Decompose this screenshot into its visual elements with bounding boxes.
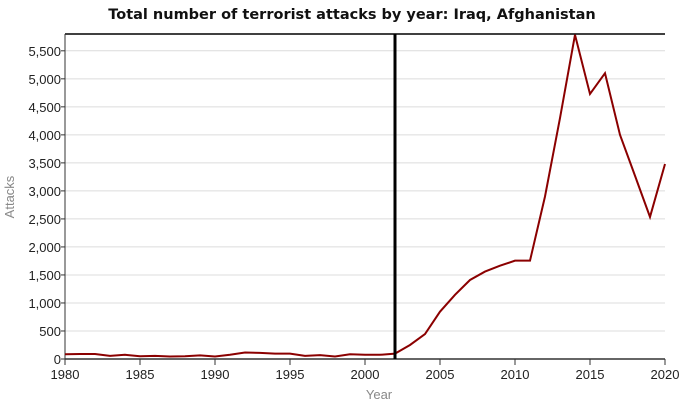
chart-title: Total number of terrorist attacks by yea…: [108, 7, 595, 23]
x-tick-label: 2020: [651, 367, 680, 382]
y-tick-label: 5,000: [28, 72, 61, 87]
x-axis-label: Year: [366, 387, 393, 402]
y-tick-label: 3,500: [28, 156, 61, 171]
x-tick-label: 1985: [126, 367, 155, 382]
y-tick-label: 500: [39, 324, 61, 339]
y-tick-label: 4,000: [28, 128, 61, 143]
x-tick-label: 1995: [276, 367, 305, 382]
y-axis-label: Attacks: [2, 175, 17, 218]
y-tick-label: 1,500: [28, 268, 61, 283]
y-tick-label: 1,000: [28, 296, 61, 311]
x-tick-label: 2005: [426, 367, 455, 382]
series-line-attacks: [64, 34, 666, 358]
y-tick-label: 3,000: [28, 184, 61, 199]
y-axis-ticks: 0 500 1,000 1,500 2,000 2,500 3,000 3,500 4,000 4…: [28, 44, 65, 367]
y-tick-label: 0: [54, 352, 61, 367]
y-tick-label: 4,500: [28, 100, 61, 115]
x-tick-label: 1980: [51, 367, 80, 382]
gridlines: [65, 50, 665, 332]
x-tick-label: 2010: [501, 367, 530, 382]
x-tick-label: 2000: [351, 367, 380, 382]
y-tick-label: 5,500: [28, 44, 61, 59]
y-tick-label: 2,500: [28, 212, 61, 227]
x-tick-label: 2015: [576, 367, 605, 382]
x-axis-ticks: 1980 1985 1990 1995 2000 2005 2010 2015 2020: [51, 359, 680, 382]
x-tick-label: 1990: [201, 367, 230, 382]
y-tick-label: 2,000: [28, 240, 61, 255]
